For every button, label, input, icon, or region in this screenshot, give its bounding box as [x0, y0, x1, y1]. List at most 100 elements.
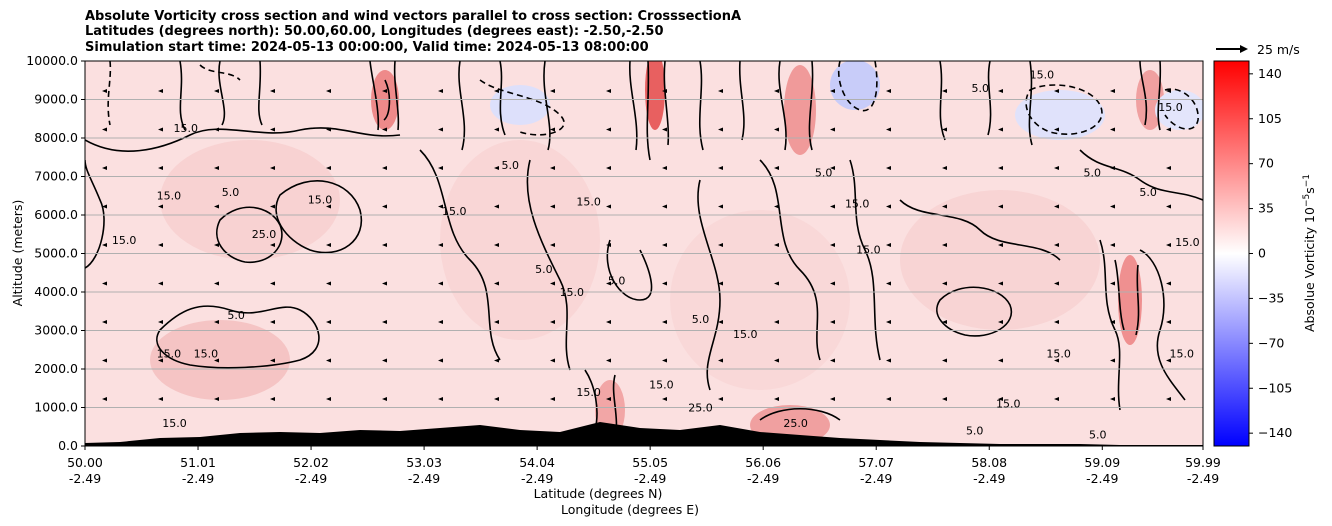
- wind-vector-arrow: [438, 127, 443, 132]
- wind-vector-arrow: [102, 281, 107, 286]
- wind-vector-arrow: [998, 127, 1003, 132]
- wind-vector-arrow: [1054, 358, 1059, 363]
- wind-vector-arrow: [1054, 320, 1059, 324]
- wind-vectors: [102, 89, 1171, 401]
- wind-vector-arrow: [1054, 281, 1059, 286]
- wind-vector-arrow: [662, 397, 667, 401]
- contour-label: 15.0: [1030, 68, 1055, 81]
- wind-vector-arrow: [494, 89, 499, 93]
- wind-vector-arrow: [494, 166, 499, 170]
- wind-vector-arrow: [1110, 127, 1115, 132]
- wind-vector-arrow: [1166, 127, 1171, 132]
- wind-vector-arrow: [214, 127, 219, 132]
- quiver-key: 25 m/s: [1216, 42, 1300, 57]
- wind-vector-arrow: [662, 89, 667, 93]
- wind-vector-arrow: [326, 281, 331, 286]
- wind-vector-arrow: [662, 358, 667, 363]
- wind-vector-arrow: [382, 243, 387, 247]
- wind-vector-arrow: [214, 166, 219, 170]
- y-tick-label: 10000.0: [26, 53, 78, 68]
- contour-label: 15.0: [560, 286, 585, 299]
- wind-vector-arrow: [886, 243, 891, 247]
- wind-vector-arrow: [214, 204, 219, 209]
- wind-vector-arrow: [1166, 397, 1171, 401]
- wind-vector-arrow: [102, 127, 107, 132]
- colorbar: [1213, 60, 1250, 447]
- contour-label: 15.0: [576, 195, 601, 208]
- colorbar-label: Absolue Vorticity 10−5s−1: [1302, 174, 1317, 332]
- wind-vector-arrow: [718, 166, 723, 170]
- wind-vector-arrow: [1166, 281, 1171, 286]
- wind-vector-arrow: [102, 89, 107, 93]
- colorbar-tick-label: 35: [1258, 201, 1274, 216]
- contour-label: 15.0: [442, 205, 467, 218]
- wind-vector-arrow: [326, 320, 331, 324]
- y-tick-label: 4000.0: [34, 284, 78, 299]
- wind-vector-arrow: [998, 243, 1003, 247]
- wind-vector-arrow: [326, 204, 331, 209]
- colorbar-tick-label: −105: [1258, 380, 1292, 395]
- wind-vector-arrow: [158, 89, 163, 93]
- wind-vector-arrow: [270, 281, 275, 286]
- x-axis-label-latitude: Latitude (degrees N): [534, 486, 663, 501]
- wind-vector-arrow: [606, 166, 611, 170]
- wind-vector-arrow: [382, 358, 387, 363]
- wind-vector-arrow: [830, 166, 835, 170]
- contour-label: 15.0: [157, 190, 182, 203]
- wind-vector-arrow: [1054, 243, 1059, 247]
- contour-label: 15.0: [845, 197, 870, 210]
- wind-vector-arrow: [494, 320, 499, 324]
- wind-vector-arrow: [494, 397, 499, 401]
- contour-label: 15.0: [1169, 347, 1194, 360]
- wind-vector-arrow: [718, 243, 723, 247]
- colorbar-tick-label: −140: [1258, 425, 1292, 440]
- wind-vector-arrow: [998, 320, 1003, 324]
- wind-vector-arrow: [438, 166, 443, 170]
- wind-vector-arrow: [438, 320, 443, 324]
- wind-vector-arrow: [662, 127, 667, 132]
- x-tick-label-latitude: 59.09: [1084, 455, 1120, 470]
- x-tick-label-latitude: 57.07: [858, 455, 894, 470]
- wind-vector-arrow: [102, 166, 107, 170]
- wind-vector-arrow: [606, 397, 611, 401]
- wind-vector-arrow: [886, 358, 891, 363]
- contour-label: 5.0: [502, 159, 520, 172]
- wind-vector-arrow: [830, 320, 835, 324]
- y-tick-label: 7000.0: [34, 169, 78, 184]
- wind-vector-arrow: [774, 320, 779, 324]
- wind-vector-arrow: [326, 397, 331, 401]
- wind-vector-arrow: [942, 204, 947, 209]
- wind-vector-arrow: [942, 243, 947, 247]
- wind-vector-arrow: [270, 89, 275, 93]
- contour-label: 25.0: [252, 228, 277, 241]
- wind-vector-arrow: [214, 89, 219, 93]
- wind-vector-arrow: [830, 127, 835, 132]
- x-tick-label-longitude: -2.49: [182, 471, 214, 486]
- wind-vector-arrow: [102, 397, 107, 401]
- wind-vector-arrow: [438, 204, 443, 209]
- wind-vector-arrow: [774, 281, 779, 286]
- y-tick-label: 6000.0: [34, 207, 78, 222]
- contour-label: 15.0: [733, 328, 758, 341]
- contour-label: 15.0: [157, 347, 182, 360]
- quiver-key-label: 25 m/s: [1257, 42, 1300, 57]
- contour-label: 5.0: [972, 82, 990, 95]
- contour-label: 15.0: [1175, 236, 1200, 249]
- wind-vector-arrow: [998, 358, 1003, 363]
- wind-vector-arrow: [1054, 397, 1059, 401]
- wind-vector-arrow: [550, 243, 555, 247]
- wind-vector-arrow: [494, 204, 499, 209]
- contour-label: 15.0: [308, 193, 333, 206]
- wind-vector-arrow: [158, 243, 163, 247]
- wind-vector-arrow: [606, 281, 611, 286]
- y-tick-label: 5000.0: [34, 246, 78, 261]
- y-axis-ticks: 0.0 1000.0 2000.0 3000.0 4000.0 5000.0 6000.0 7…: [26, 53, 85, 453]
- y-tick-label: 9000.0: [34, 92, 78, 107]
- wind-vector-arrow: [326, 358, 331, 363]
- wind-vector-arrow: [1054, 204, 1059, 209]
- wind-vector-arrow: [270, 358, 275, 363]
- wind-vector-arrow: [606, 89, 611, 93]
- colorbar-ticks: 140 105 70 35 0 −35 −70 −105 −140: [1249, 66, 1292, 440]
- y-tick-label: 2000.0: [34, 361, 78, 376]
